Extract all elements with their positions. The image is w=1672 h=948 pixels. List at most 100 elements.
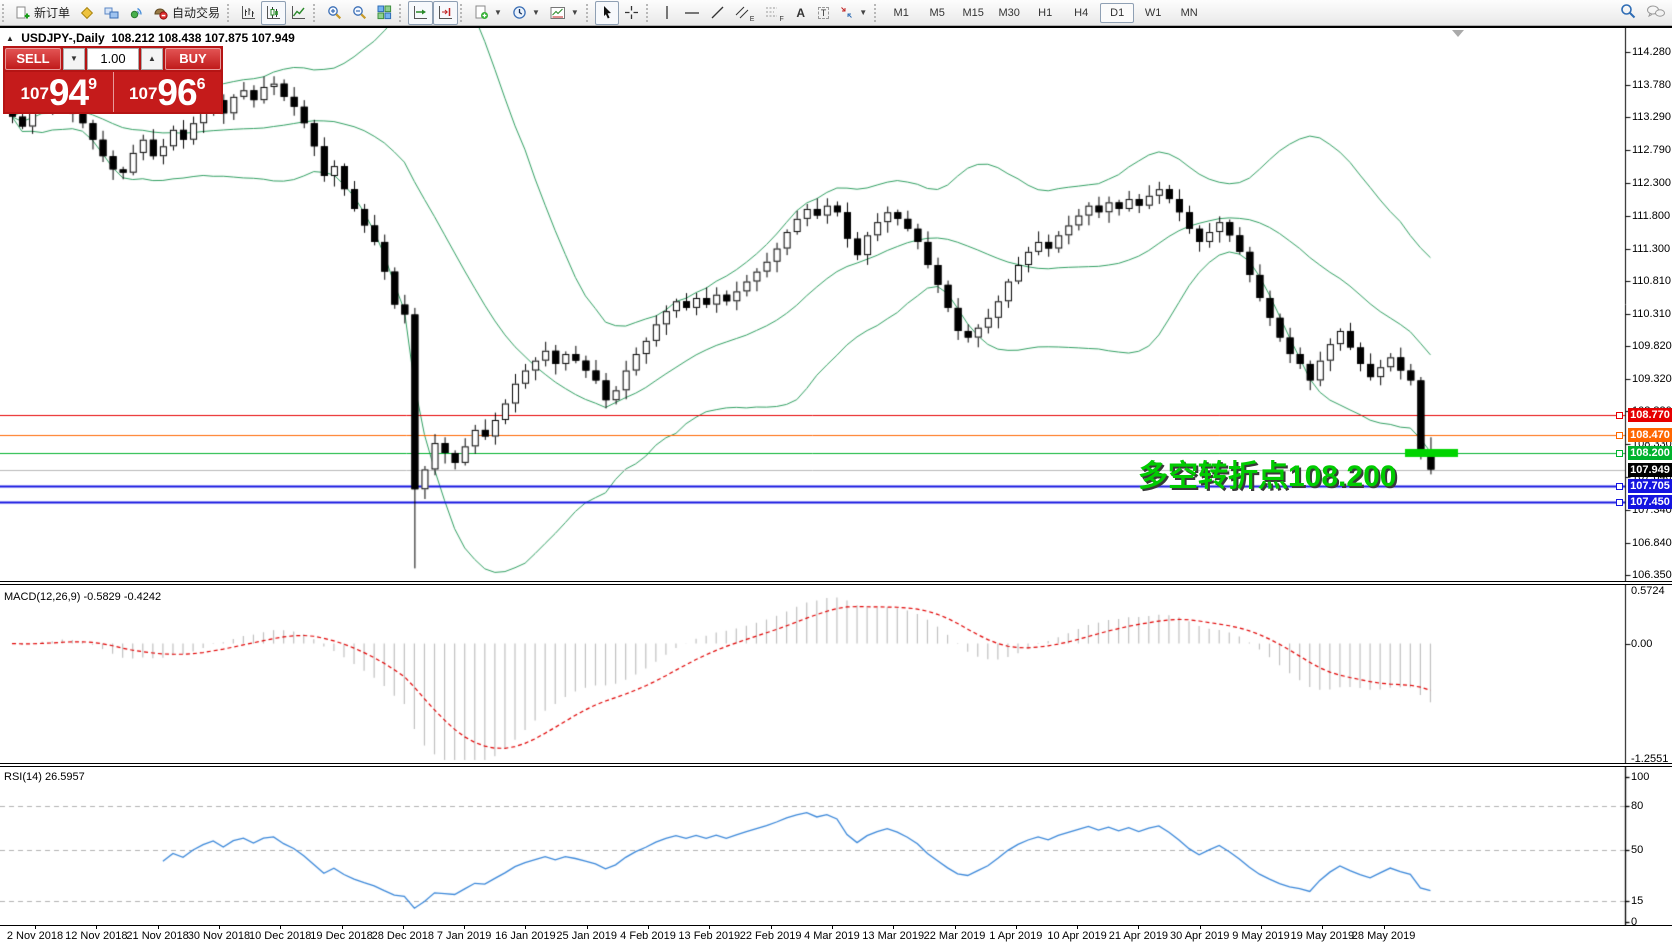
auto-scroll-button[interactable]	[408, 0, 434, 25]
sell-price-display[interactable]: 107949	[5, 72, 114, 113]
bar-chart-mode-button[interactable]	[236, 1, 261, 25]
rsi-panel-canvas[interactable]	[0, 767, 1672, 925]
chat-icon[interactable]	[1646, 4, 1666, 22]
price-chart-canvas[interactable]	[0, 28, 1672, 581]
volume-decrease-button[interactable]: ▼	[63, 48, 85, 70]
hline-price-badge: 108.770	[1628, 408, 1672, 423]
collapse-triangle-icon[interactable]: ▲	[6, 34, 14, 43]
dropdown-caret-icon: ▼	[570, 8, 579, 17]
timeframe-button-m5[interactable]: M5	[929, 6, 945, 19]
zoom-out-button[interactable]	[347, 1, 372, 25]
toolbar-grip[interactable]	[874, 3, 881, 22]
price-axis-tick: 112.790	[1632, 144, 1671, 157]
new-order-button[interactable]: 新订单	[11, 1, 75, 25]
chart-shift-icon	[438, 5, 453, 20]
date-axis-label: 4 Feb 2019	[620, 930, 676, 942]
date-axis-label: 22 Mar 2019	[923, 930, 986, 942]
horizontal-line-tool-button[interactable]	[679, 1, 705, 25]
tile-windows-button[interactable]	[372, 1, 397, 25]
pivot-annotation-text[interactable]: 多空转折点108.200	[1138, 460, 1397, 493]
sell-button[interactable]: SELL	[5, 48, 61, 70]
text-tool-icon: A	[796, 5, 806, 20]
toolbar-grip[interactable]	[585, 3, 593, 22]
sell-price-pips: 94	[48, 72, 89, 113]
zoom-in-icon	[327, 5, 342, 20]
date-axis-label: 21 Apr 2019	[1108, 930, 1169, 942]
buy-price-display[interactable]: 107966	[113, 72, 221, 113]
price-axis-tick: 112.300	[1632, 176, 1671, 189]
volume-increase-button[interactable]: ▲	[141, 48, 163, 70]
text-label-tool-button[interactable]: T	[813, 1, 835, 25]
panel-splitter[interactable]	[0, 581, 1672, 585]
arrows-icon	[839, 5, 854, 20]
gold-diamond-icon	[80, 6, 94, 20]
buy-button[interactable]: BUY	[165, 48, 221, 70]
market-watch-button[interactable]	[99, 1, 124, 25]
price-axis-tick: 110.810	[1632, 274, 1671, 287]
hline-handle[interactable]	[1616, 412, 1623, 420]
date-tick	[157, 925, 159, 929]
trendline-icon	[710, 5, 725, 20]
timeframe-button-w1[interactable]: W1	[1144, 6, 1162, 19]
hline-handle[interactable]	[1616, 449, 1623, 457]
trendline-tool-button[interactable]	[705, 1, 730, 25]
panel-splitter[interactable]	[0, 763, 1672, 767]
signals-button[interactable]	[124, 1, 148, 25]
toolbar-grip[interactable]	[227, 3, 234, 22]
autotrading-button[interactable]: 自动交易	[148, 1, 225, 25]
vertical-line-tool-button[interactable]	[655, 1, 679, 25]
time-axis-line[interactable]	[0, 925, 1672, 926]
chart-shift-button[interactable]	[433, 0, 459, 25]
date-axis-label: 12 Nov 2018	[65, 930, 128, 942]
toolbar-grip[interactable]	[399, 3, 406, 22]
main-toolbar: 新订单 自动交易	[0, 0, 1672, 26]
dropdown-caret-icon: ▼	[494, 8, 502, 17]
price-axis-tick: 111.800	[1632, 209, 1671, 222]
clock-icon	[512, 5, 527, 20]
zoom-in-button[interactable]	[322, 1, 347, 25]
signal-icon	[129, 6, 143, 20]
date-tick	[1322, 925, 1324, 929]
timeframe-button-m30[interactable]: M30	[998, 6, 1020, 19]
toolbar-grip[interactable]	[460, 3, 467, 22]
cursor-tool-button[interactable]	[594, 0, 619, 25]
toolbar-grip[interactable]	[313, 3, 320, 22]
hline-handle[interactable]	[1616, 482, 1623, 490]
timeframe-button-h4[interactable]: H4	[1074, 6, 1089, 19]
horizontal-line-icon	[684, 6, 700, 20]
rsi-axis-tick: 80	[1631, 800, 1644, 813]
dropdown-caret-icon: ▼	[859, 8, 868, 17]
date-tick	[1138, 925, 1140, 929]
scroll-position-marker-icon[interactable]	[1452, 30, 1464, 37]
fibonacci-tool-button[interactable]: F	[759, 1, 788, 25]
equidistant-channel-tool-button[interactable]: E	[730, 1, 760, 25]
timeframe-button-d1[interactable]: D1	[1100, 2, 1135, 23]
timeframe-button-m1[interactable]: M1	[893, 6, 909, 19]
timeframe-button-m15[interactable]: M15	[962, 6, 984, 19]
volume-input[interactable]: 1.00	[87, 48, 139, 70]
hline-handle[interactable]	[1616, 499, 1623, 507]
hline-handle[interactable]	[1616, 432, 1623, 440]
crosshair-tool-button[interactable]	[619, 1, 644, 25]
timeframe-button-mn[interactable]: MN	[1180, 6, 1198, 19]
periods-button[interactable]: ▼	[507, 1, 545, 25]
timeframe-button-h1[interactable]: H1	[1038, 6, 1053, 19]
rsi-axis-tick: 0	[1631, 916, 1638, 928]
line-chart-mode-button[interactable]	[286, 1, 311, 25]
price-axis-tick: 110.310	[1632, 307, 1671, 320]
arrows-tool-button[interactable]: ▼	[834, 1, 872, 25]
indicators-button[interactable]: ▼	[469, 1, 507, 25]
templates-button[interactable]: ▼	[545, 1, 584, 25]
mql5-button[interactable]	[75, 1, 99, 25]
date-tick	[1383, 925, 1385, 929]
toolbar-grip[interactable]	[2, 3, 9, 22]
date-tick	[1015, 925, 1017, 929]
toolbar-grip[interactable]	[645, 3, 653, 22]
auto-scroll-icon	[413, 5, 428, 20]
search-icon[interactable]	[1620, 3, 1636, 22]
macd-panel-canvas[interactable]	[0, 585, 1672, 763]
timeframe-group: M1 M5 M15 M30 H1 H4 D1 W1 MN	[883, 2, 1207, 23]
text-tool-button[interactable]: A	[789, 1, 813, 25]
date-tick	[96, 925, 98, 929]
candlestick-mode-button[interactable]	[261, 0, 287, 25]
